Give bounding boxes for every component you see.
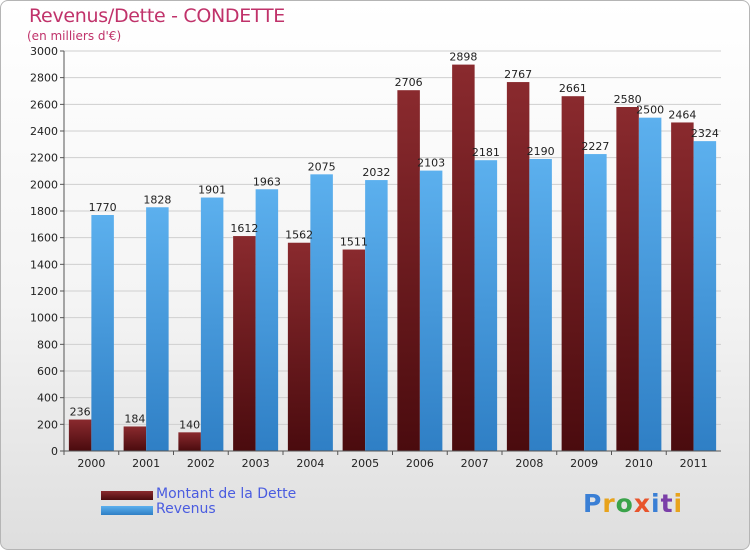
bar-dette: [233, 236, 256, 451]
data-label-revenus: 2324: [691, 127, 719, 140]
bar-revenus: [200, 197, 224, 451]
x-tick-label: 2000: [77, 457, 105, 470]
bars: [68, 64, 717, 452]
y-tick-label: 2800: [30, 72, 58, 85]
y-tick-label: 2600: [30, 98, 58, 111]
data-label-revenus: 2181: [472, 146, 500, 159]
bar-dette: [68, 419, 92, 451]
legend-swatch-revenus: [101, 506, 153, 515]
x-tick-label: 2006: [406, 457, 434, 470]
bar-dette: [452, 64, 475, 451]
data-label-dette: 2898: [449, 51, 477, 64]
x-tick-label: 2003: [242, 457, 270, 470]
logo-letter: t: [660, 489, 674, 518]
data-label-dette: 236: [70, 406, 91, 419]
data-label-dette: 2661: [559, 82, 587, 95]
bar-dette: [506, 82, 530, 452]
bar-dette: [671, 122, 694, 451]
y-tick-label: 0: [51, 445, 58, 458]
data-label-dette: 2580: [614, 93, 642, 106]
data-label-revenus: 1770: [89, 201, 117, 214]
logo-letter: o: [615, 489, 634, 518]
logo-letter: r: [602, 489, 616, 518]
data-labels: 236 184 140 1612 1562 1511 2706 2898 2767 2661 258…: [70, 51, 719, 432]
data-label-revenus: 2032: [362, 166, 390, 179]
x-tick-label: 2011: [680, 457, 708, 470]
bar-dette: [123, 426, 147, 451]
logo-letter: x: [633, 489, 651, 518]
bar-revenus: [584, 154, 607, 452]
bar-revenus: [638, 117, 662, 452]
y-tick-label: 2400: [30, 125, 58, 138]
y-tick-label: 200: [37, 418, 58, 431]
logo-letter: i: [651, 489, 661, 518]
y-tick-label: 1600: [30, 232, 58, 245]
data-label-revenus: 2103: [417, 157, 445, 170]
logo-letter: i: [673, 489, 684, 518]
bar-dette: [178, 432, 201, 451]
bar-dette: [561, 96, 585, 451]
data-label-dette: 2464: [668, 108, 696, 121]
data-label-revenus: 2500: [636, 104, 664, 117]
bar-revenus: [419, 170, 443, 451]
x-tick-label: 2002: [187, 457, 215, 470]
chart-subtitle: (en milliers d'€): [27, 29, 122, 43]
x-tick-label: 2005: [351, 457, 379, 470]
x-tick-label: 2008: [515, 457, 543, 470]
data-label-dette: 2706: [395, 76, 423, 89]
y-tick-label: 2000: [30, 178, 58, 191]
data-label-dette: 1612: [230, 222, 258, 235]
data-label-revenus: 2190: [527, 145, 555, 158]
x-tick-label: 2007: [461, 457, 489, 470]
x-tick-label: 2001: [132, 457, 160, 470]
axes: 0 200 400 600 800 1000 1200 1400 1600 1800 2000 220…: [30, 45, 721, 470]
logo-letter: P: [583, 489, 603, 518]
bar-revenus: [365, 180, 388, 452]
bar-dette: [397, 90, 420, 451]
bar-revenus: [310, 174, 333, 452]
y-tick-label: 600: [37, 365, 58, 378]
bar-dette: [616, 107, 639, 451]
data-label-revenus: 2227: [581, 140, 609, 153]
chart-title: Revenus/Dette - CONDETTE: [29, 5, 285, 27]
bar-revenus: [529, 159, 552, 451]
y-tick-label: 3000: [30, 45, 58, 58]
legend-label-dette: Montant de la Dette: [156, 486, 297, 502]
bar-revenus: [474, 160, 498, 451]
bar-revenus: [255, 189, 279, 451]
legend-swatch-dette: [101, 491, 153, 500]
data-label-revenus: 1963: [253, 175, 281, 188]
bar-revenus: [146, 207, 169, 451]
x-tick-label: 2004: [296, 457, 324, 470]
y-tick-label: 2200: [30, 152, 58, 165]
y-tick-label: 400: [37, 392, 58, 405]
bar-dette: [287, 242, 311, 451]
y-tick-label: 800: [37, 338, 58, 351]
y-tick-label: 1400: [30, 258, 58, 271]
data-label-dette: 140: [179, 418, 200, 431]
bar-dette: [342, 249, 366, 451]
data-label-dette: 184: [124, 412, 145, 425]
data-label-dette: 1511: [340, 236, 368, 249]
y-tick-label: 1200: [30, 285, 58, 298]
grid-lines: [64, 50, 721, 452]
y-tick-label: 1000: [30, 312, 58, 325]
x-tick-label: 2010: [625, 457, 653, 470]
x-tick-label: 2009: [570, 457, 598, 470]
data-label-revenus: 1901: [198, 184, 226, 197]
bar-revenus: [693, 141, 717, 451]
proxiti-logo: Proxiti: [583, 489, 683, 518]
legend-label-revenus: Revenus: [156, 501, 216, 517]
data-label-dette: 1562: [285, 229, 313, 242]
y-tick-label: 1800: [30, 205, 58, 218]
data-label-revenus: 2075: [308, 160, 336, 173]
data-label-revenus: 1828: [143, 193, 171, 206]
data-label-dette: 2767: [504, 68, 532, 81]
bar-revenus: [91, 215, 114, 451]
